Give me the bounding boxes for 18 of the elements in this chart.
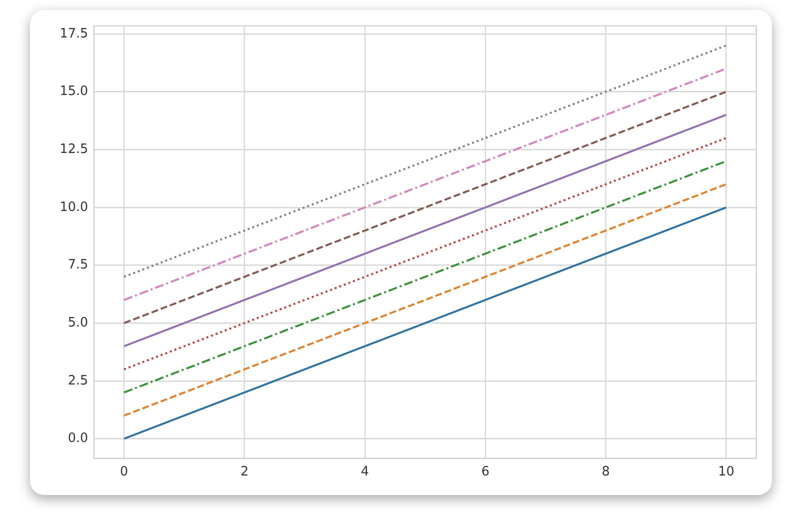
line-series [123,90,728,324]
x-tick-label: 0 [120,464,128,480]
line-series [123,137,728,370]
x-tick-label: 2 [240,464,249,480]
x-tick-label: 4 [360,464,369,480]
y-tick-label: 2.5 [68,373,88,388]
y-tick-label: 10.0 [60,200,88,215]
y-tick-label: 7.5 [68,257,88,273]
y-tick-label: 12.5 [60,142,88,157]
x-tick-label: 6 [481,464,490,480]
y-tick-label: 0.0 [68,430,88,446]
x-tick-label: 8 [602,464,610,480]
y-tick-label: 15.0 [60,84,88,100]
y-tick-label: 17.5 [60,26,88,42]
x-tick-label: 10 [718,464,734,480]
line-series [123,44,728,278]
y-tick-label: 5.0 [68,315,88,330]
line-series [123,183,728,417]
